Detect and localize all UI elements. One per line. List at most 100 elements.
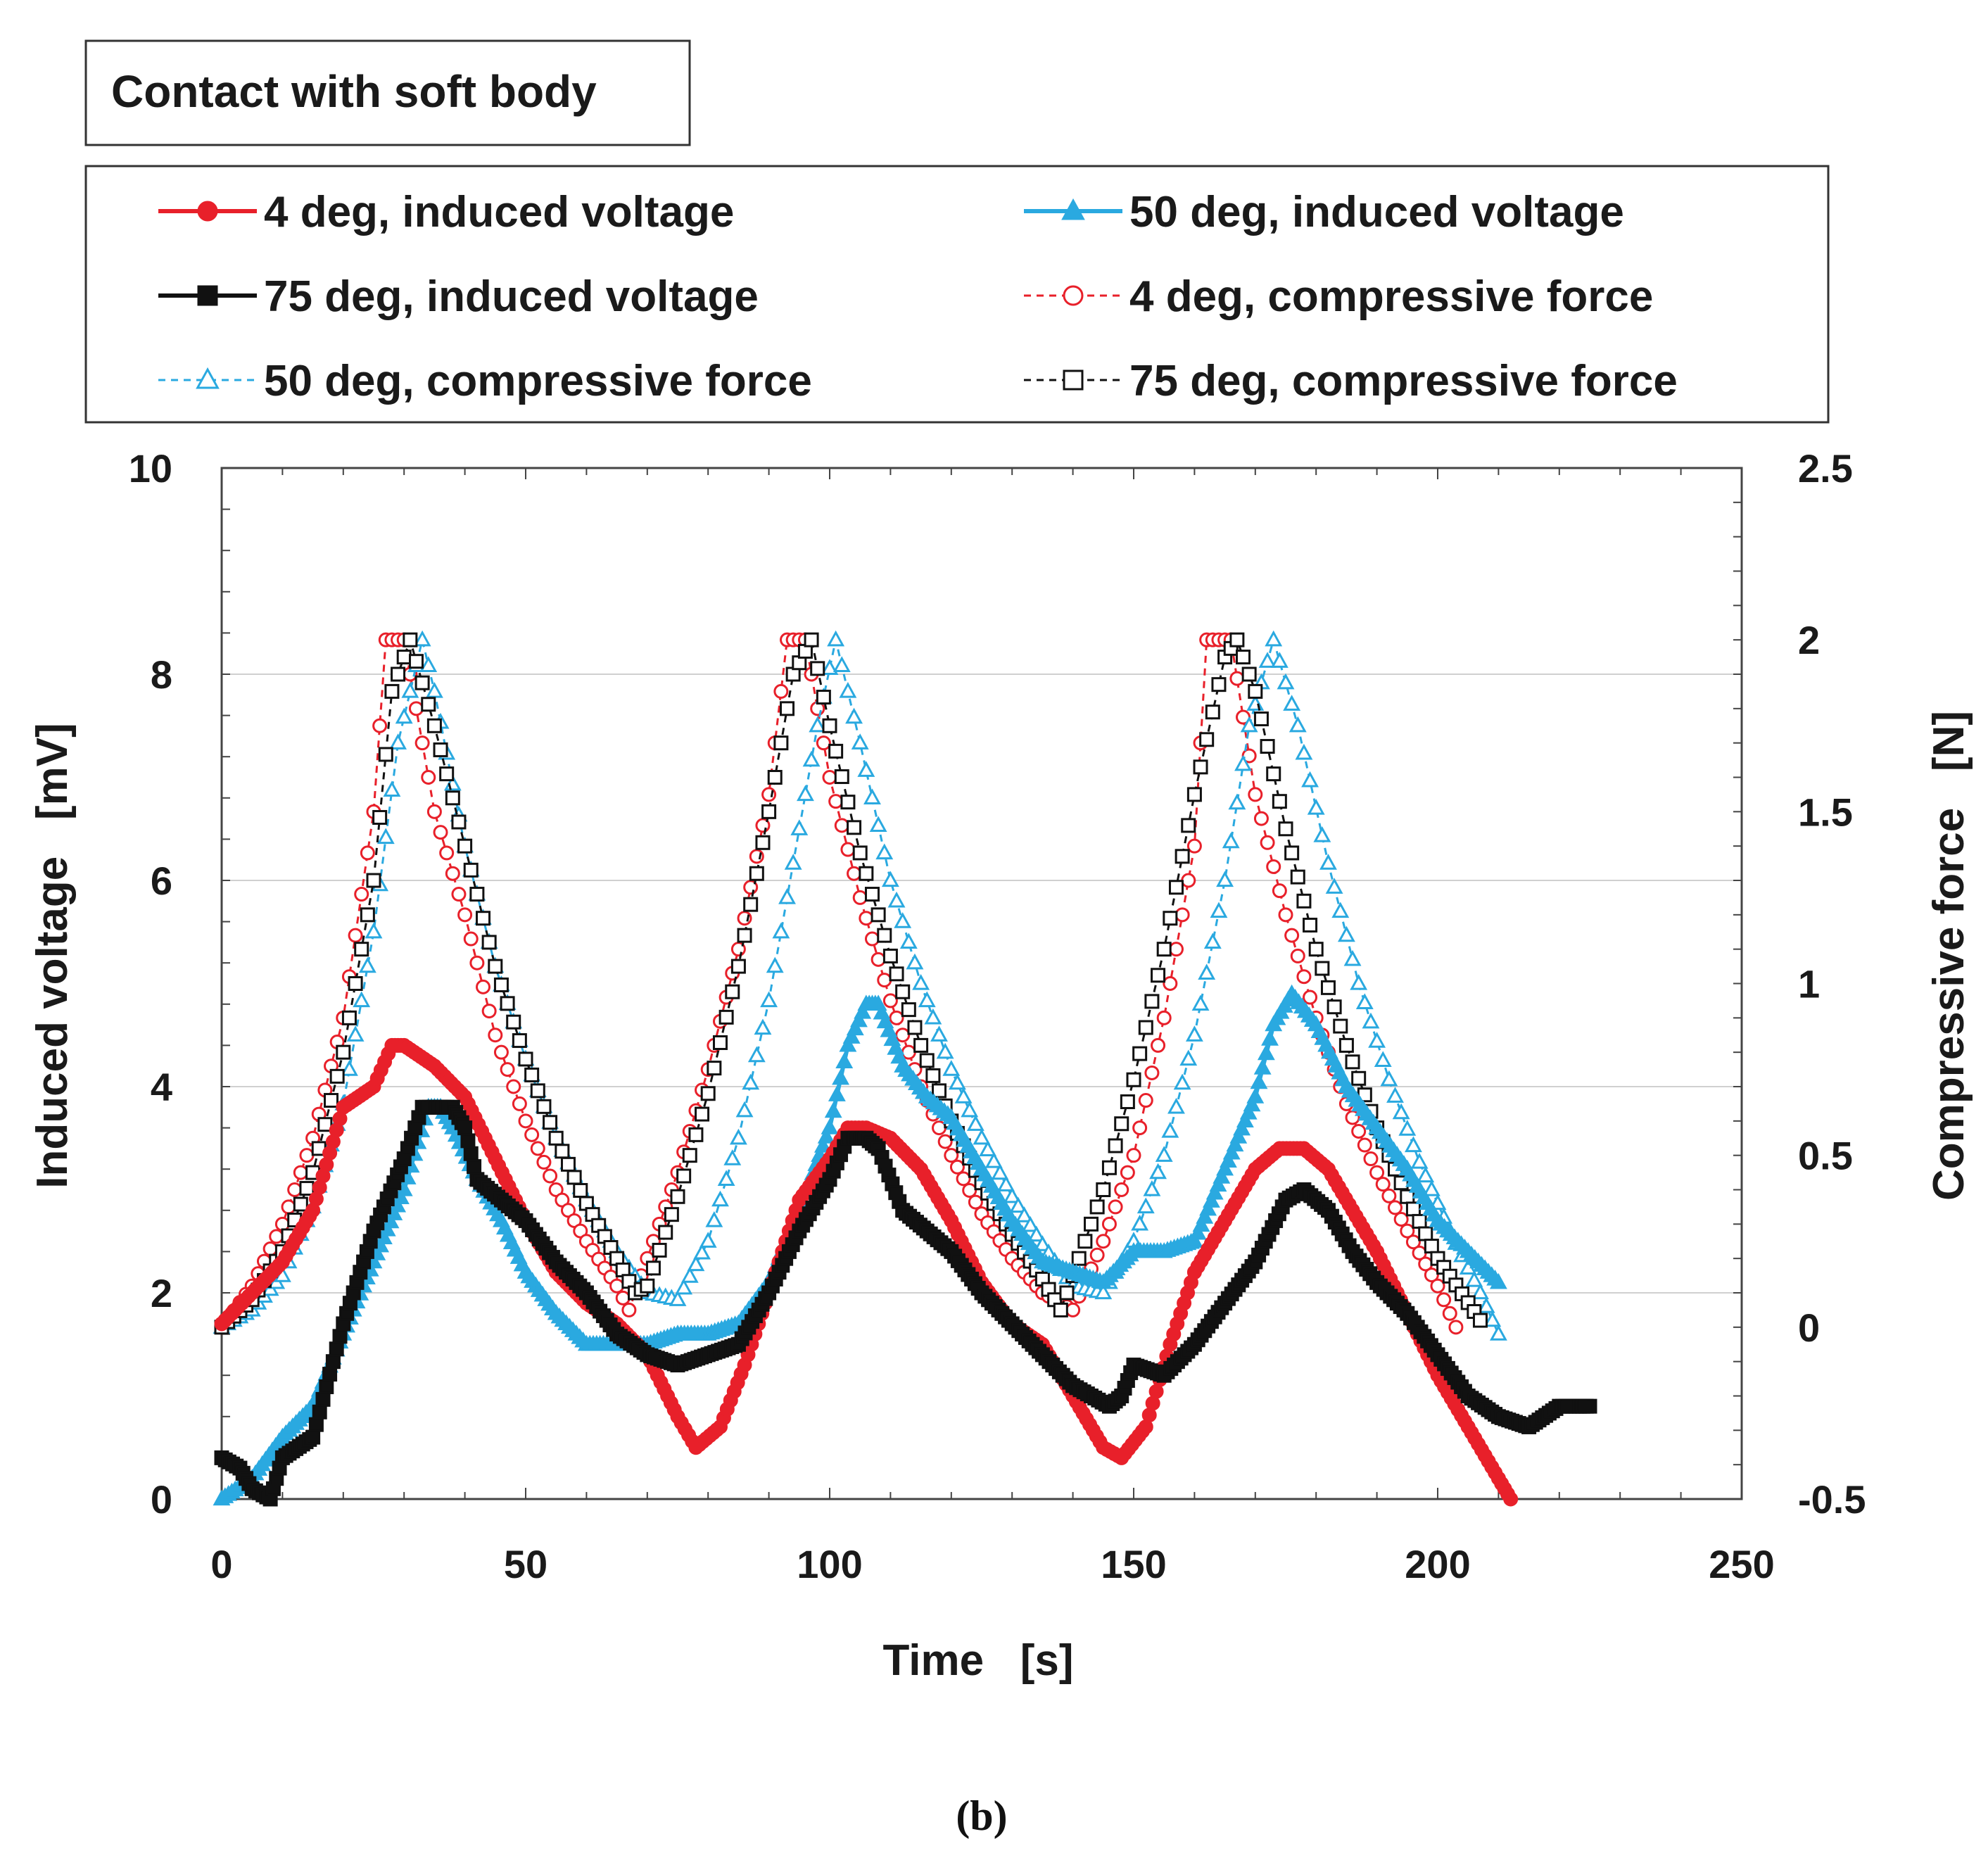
axis-ticks	[221, 467, 1742, 1500]
data-point	[573, 1182, 588, 1198]
data-point	[403, 632, 418, 647]
data-point	[1308, 942, 1324, 957]
data-point	[543, 1115, 558, 1130]
data-point	[695, 1106, 710, 1122]
data-point	[524, 1127, 540, 1142]
data-point	[401, 681, 419, 698]
data-point	[1393, 1211, 1409, 1227]
data-point	[1216, 1159, 1234, 1176]
data-point	[536, 1154, 552, 1170]
data-point	[1138, 1020, 1153, 1035]
data-point	[863, 788, 881, 804]
data-point	[500, 996, 515, 1011]
data-point	[1489, 1272, 1507, 1289]
data-point	[847, 866, 862, 881]
data-point	[816, 690, 831, 705]
data-point	[467, 1159, 482, 1175]
legend-marker	[1063, 285, 1084, 306]
data-point	[1175, 849, 1190, 864]
data-point	[1222, 1143, 1241, 1160]
data-point	[1179, 1049, 1198, 1066]
data-point	[737, 928, 752, 943]
data-point	[1222, 832, 1240, 849]
legend-label: 4 deg, compressive force	[1129, 272, 1653, 321]
data-point	[852, 890, 868, 905]
data-point	[1228, 793, 1246, 810]
data-point	[305, 1429, 321, 1445]
data-point	[1198, 963, 1216, 980]
data-point	[747, 1046, 766, 1063]
data-point	[518, 1051, 533, 1067]
data-point	[506, 1079, 521, 1094]
data-point	[817, 1127, 835, 1144]
data-point	[1192, 1215, 1210, 1232]
y-tick-label: 2	[151, 1271, 172, 1315]
data-point	[1168, 942, 1184, 957]
data-point	[869, 816, 887, 833]
data-point	[749, 866, 764, 881]
data-point	[396, 650, 412, 665]
data-point	[1027, 1225, 1046, 1242]
data-point	[852, 845, 868, 861]
data-point	[408, 654, 424, 669]
data-point	[804, 632, 819, 647]
data-point	[780, 701, 795, 716]
data-point	[1278, 907, 1293, 923]
data-point	[857, 761, 875, 777]
data-point	[469, 955, 485, 971]
data-point	[1266, 766, 1281, 782]
data-point	[961, 1101, 979, 1118]
data-point	[1186, 787, 1202, 802]
data-point	[1015, 1206, 1033, 1222]
data-point	[828, 1085, 846, 1101]
data-point	[675, 1278, 693, 1295]
data-point	[1422, 1180, 1441, 1196]
data-point	[1313, 826, 1331, 842]
data-point	[810, 661, 825, 676]
data-point	[895, 984, 911, 999]
data-point	[797, 785, 814, 802]
data-point	[937, 1134, 953, 1149]
data-point	[391, 666, 406, 682]
data-point	[1155, 1146, 1173, 1162]
data-point	[889, 966, 904, 982]
y2-axis-title: Compressive force [N]	[1925, 711, 1973, 1201]
data-point	[1149, 1163, 1167, 1180]
data-point	[555, 1144, 570, 1159]
data-point	[1137, 1197, 1155, 1214]
data-point	[640, 1278, 655, 1294]
data-point	[1270, 652, 1289, 668]
gridlines	[222, 674, 1742, 1294]
legend-label: 75 deg, induced voltage	[264, 272, 759, 321]
data-point	[956, 1171, 971, 1187]
data-point	[1144, 1065, 1160, 1080]
data-point	[445, 790, 460, 806]
data-point	[1191, 994, 1210, 1011]
data-point	[408, 701, 424, 716]
data-point	[729, 1128, 747, 1145]
data-point	[433, 825, 448, 840]
data-point	[907, 1020, 923, 1035]
data-point	[821, 1118, 839, 1134]
data-point	[968, 1194, 983, 1210]
plot-border	[220, 467, 1743, 1500]
data-point	[457, 838, 473, 854]
data-point	[615, 1290, 631, 1306]
data-point	[451, 814, 467, 830]
data-point	[1229, 632, 1245, 647]
data-point	[332, 1329, 348, 1344]
y-tick-label: 10	[129, 446, 172, 491]
data-point	[609, 1278, 625, 1294]
data-point	[1410, 1152, 1429, 1169]
legend-label: 50 deg, compressive force	[264, 357, 812, 405]
data-point	[1483, 1310, 1502, 1327]
data-point	[315, 1391, 331, 1407]
data-point	[846, 1019, 864, 1036]
data-point	[1138, 1419, 1153, 1434]
data-point	[1375, 1177, 1391, 1192]
data-point	[1021, 1215, 1039, 1232]
data-point	[839, 1035, 857, 1052]
data-point	[847, 820, 862, 835]
data-point	[834, 769, 849, 785]
data-point	[1181, 818, 1196, 833]
